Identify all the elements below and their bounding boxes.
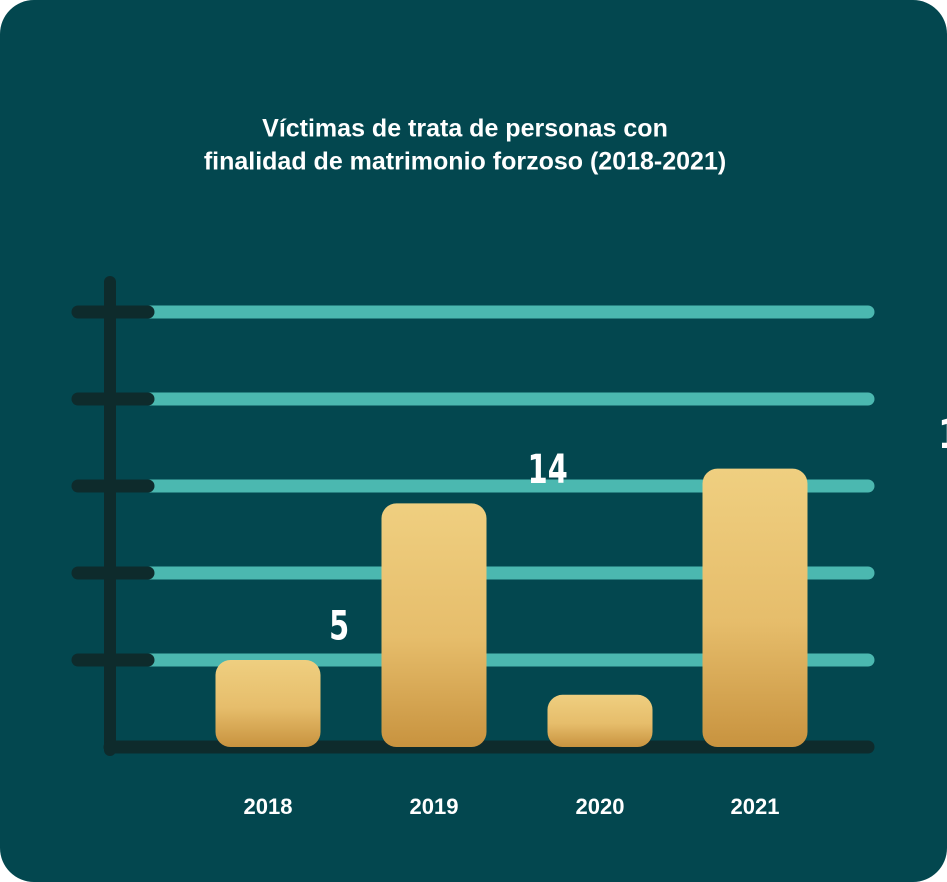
bar <box>547 694 653 747</box>
plot: 2018520191420203202116 <box>71 276 947 819</box>
bar <box>215 660 321 747</box>
value-label: 14 <box>528 447 568 493</box>
bar <box>702 468 808 747</box>
x-tick-label: 2019 <box>410 794 459 819</box>
x-tick-label: 2018 <box>244 794 293 819</box>
value-label: 5 <box>329 604 349 650</box>
x-tick-label: 2020 <box>576 794 625 819</box>
x-tick-label: 2021 <box>731 794 780 819</box>
bar <box>381 503 487 747</box>
chart-title: Víctimas de trata de personas con <box>262 115 668 143</box>
chart-title: finalidad de matrimonio forzoso (2018-20… <box>204 148 726 176</box>
value-label: 16 <box>939 412 947 458</box>
